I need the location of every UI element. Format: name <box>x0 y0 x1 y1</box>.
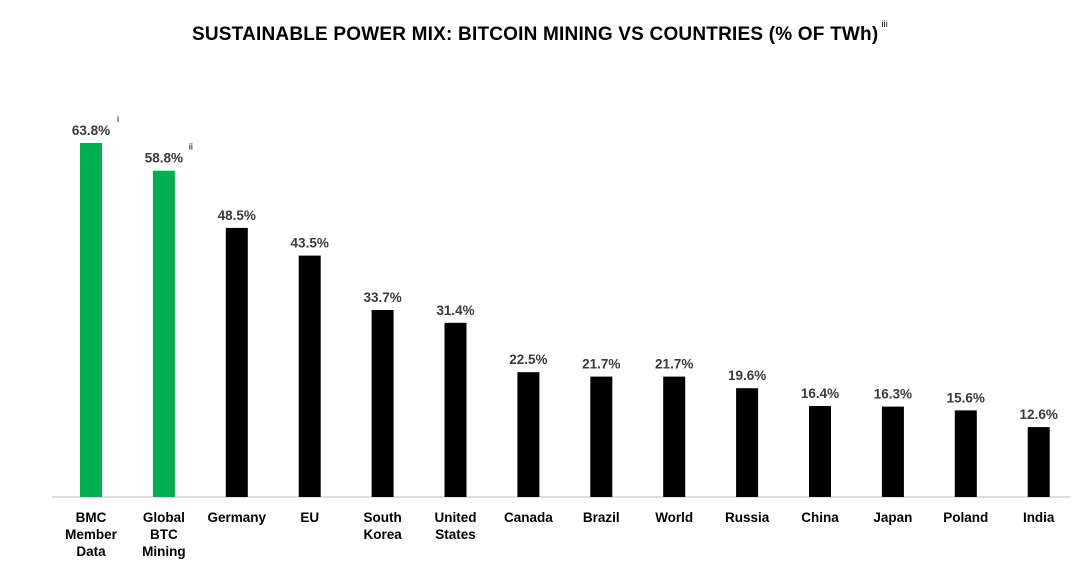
category-label: BTC <box>150 527 178 542</box>
category-label: South <box>363 510 401 525</box>
title-footnote-marker: iii <box>881 18 888 29</box>
category-label: Germany <box>208 510 267 525</box>
category-label: China <box>801 510 839 525</box>
category-label: Member <box>65 527 118 542</box>
category-label: Data <box>76 544 106 559</box>
bar <box>517 372 540 497</box>
bar <box>371 310 394 497</box>
category-label: BMC <box>76 510 107 525</box>
data-label: 19.6% <box>728 368 766 383</box>
category-label: Global <box>143 510 185 525</box>
category-label: Brazil <box>583 510 620 525</box>
category-label: Poland <box>943 510 988 525</box>
category-label: Korea <box>363 527 402 542</box>
category-label: EU <box>300 510 319 525</box>
bar <box>590 376 613 497</box>
data-label: 16.3% <box>874 387 912 402</box>
data-label: 16.4% <box>801 386 839 401</box>
category-label: Japan <box>873 510 912 525</box>
bar <box>444 322 467 497</box>
footnote-marker: i <box>117 114 119 124</box>
data-label: 22.5% <box>509 352 547 367</box>
bar <box>881 406 904 497</box>
chart-title-text: SUSTAINABLE POWER MIX: BITCOIN MINING VS… <box>192 24 879 45</box>
bar <box>1027 427 1050 497</box>
category-label: Mining <box>142 544 186 559</box>
data-label: 12.6% <box>1020 407 1058 422</box>
data-label: 63.8% <box>72 123 110 138</box>
bar <box>298 255 321 497</box>
bar <box>954 410 977 497</box>
bar <box>152 170 175 497</box>
bar <box>736 388 759 497</box>
category-label: India <box>1023 510 1055 525</box>
category-label: Russia <box>725 510 770 525</box>
data-label: 21.7% <box>655 357 693 372</box>
category-label: World <box>655 510 693 525</box>
bar <box>809 406 831 497</box>
data-label: 33.7% <box>363 290 401 305</box>
footnote-marker: ii <box>189 142 193 152</box>
category-label: Canada <box>504 510 553 525</box>
category-label: States <box>435 527 476 542</box>
data-label: 48.5% <box>218 208 256 223</box>
bar <box>225 227 248 497</box>
data-label: 43.5% <box>291 236 329 251</box>
data-label: 15.6% <box>947 390 985 405</box>
category-label: United <box>435 510 477 525</box>
bar <box>80 143 102 497</box>
data-label: 21.7% <box>582 357 620 372</box>
data-label: 58.8% <box>145 151 183 166</box>
chart-title: SUSTAINABLE POWER MIX: BITCOIN MINING VS… <box>0 19 1080 46</box>
data-label: 31.4% <box>436 303 474 318</box>
bar <box>663 376 686 497</box>
